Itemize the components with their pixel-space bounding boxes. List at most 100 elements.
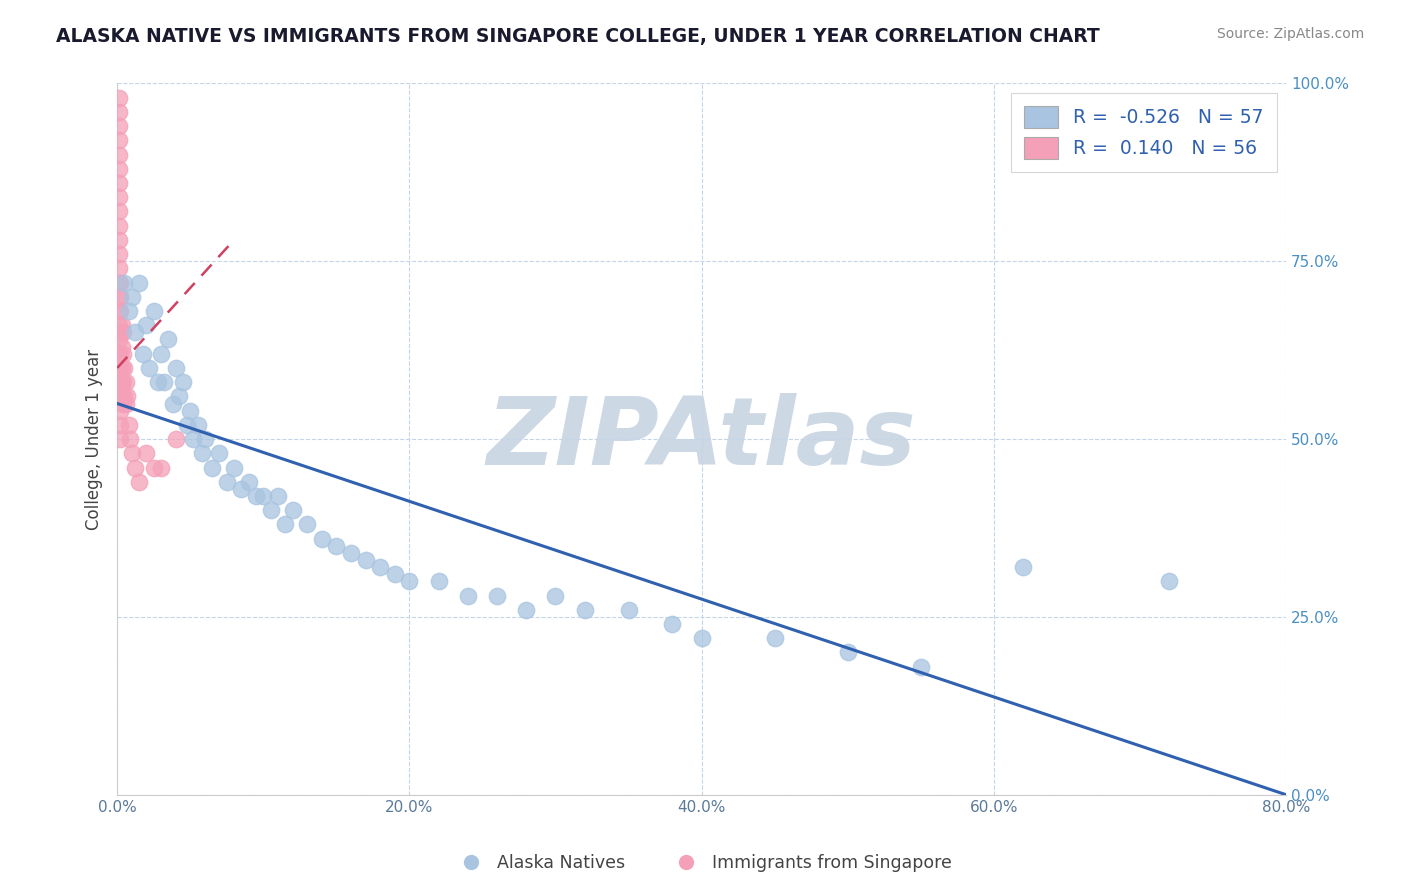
Point: [110, 360, 132, 375]
Point: [108, 276, 131, 290]
Point: [150, 347, 173, 361]
Point: [186, 417, 208, 432]
Point: [128, 475, 150, 489]
Point: [138, 360, 160, 375]
Point: [121, 290, 143, 304]
Point: [107, 119, 129, 133]
Legend: Alaska Natives, Immigrants from Singapore: Alaska Natives, Immigrants from Singapor…: [447, 847, 959, 879]
Point: [259, 503, 281, 517]
Text: Source: ZipAtlas.com: Source: ZipAtlas.com: [1216, 27, 1364, 41]
Point: [108, 417, 131, 432]
Point: [238, 475, 260, 489]
Point: [117, 389, 139, 403]
Point: [1012, 560, 1035, 574]
Point: [108, 403, 131, 417]
Point: [176, 417, 198, 432]
Point: [368, 560, 391, 574]
Y-axis label: College, Under 1 year: College, Under 1 year: [86, 349, 103, 530]
Point: [191, 446, 214, 460]
Point: [108, 290, 131, 304]
Point: [157, 333, 180, 347]
Point: [107, 90, 129, 104]
Point: [165, 360, 187, 375]
Point: [115, 375, 138, 389]
Point: [142, 304, 165, 318]
Point: [295, 517, 318, 532]
Point: [107, 247, 129, 261]
Point: [107, 176, 129, 190]
Point: [135, 318, 157, 333]
Point: [107, 261, 129, 276]
Point: [231, 482, 253, 496]
Point: [201, 460, 224, 475]
Point: [108, 375, 131, 389]
Point: [690, 631, 713, 645]
Point: [222, 460, 245, 475]
Point: [112, 326, 135, 340]
Point: [215, 475, 238, 489]
Point: [112, 347, 135, 361]
Point: [114, 389, 136, 403]
Point: [427, 574, 450, 589]
Point: [118, 417, 141, 432]
Point: [1157, 574, 1180, 589]
Text: ZIPAtlas: ZIPAtlas: [486, 393, 917, 485]
Point: [124, 460, 146, 475]
Point: [340, 546, 363, 560]
Point: [107, 233, 129, 247]
Point: [115, 396, 138, 410]
Point: [128, 276, 150, 290]
Point: [165, 432, 187, 446]
Point: [146, 375, 169, 389]
Point: [167, 389, 190, 403]
Point: [108, 326, 131, 340]
Point: [110, 389, 132, 403]
Point: [325, 539, 347, 553]
Point: [457, 589, 479, 603]
Point: [515, 603, 537, 617]
Point: [252, 489, 274, 503]
Point: [763, 631, 786, 645]
Point: [107, 304, 129, 318]
Point: [910, 659, 932, 673]
Point: [150, 460, 173, 475]
Point: [281, 503, 304, 517]
Point: [135, 446, 157, 460]
Point: [384, 567, 406, 582]
Point: [311, 532, 333, 546]
Point: [245, 489, 267, 503]
Point: [121, 446, 143, 460]
Point: [107, 204, 129, 219]
Point: [132, 347, 155, 361]
Legend: R =  -0.526   N = 57, R =  0.140   N = 56: R = -0.526 N = 57, R = 0.140 N = 56: [1011, 93, 1277, 172]
Point: [114, 360, 136, 375]
Point: [107, 133, 129, 147]
Point: [354, 553, 377, 567]
Point: [398, 574, 420, 589]
Point: [267, 489, 290, 503]
Point: [112, 375, 135, 389]
Point: [114, 276, 136, 290]
Point: [544, 589, 567, 603]
Point: [108, 347, 131, 361]
Point: [194, 432, 217, 446]
Point: [208, 446, 231, 460]
Point: [107, 389, 129, 403]
Point: [107, 318, 129, 333]
Point: [110, 375, 132, 389]
Point: [108, 389, 131, 403]
Point: [107, 104, 129, 119]
Point: [172, 375, 194, 389]
Point: [142, 460, 165, 475]
Point: [153, 375, 176, 389]
Point: [108, 432, 131, 446]
Point: [110, 318, 132, 333]
Point: [108, 304, 131, 318]
Point: [107, 360, 129, 375]
Point: [107, 276, 129, 290]
Point: [124, 326, 146, 340]
Point: [107, 375, 129, 389]
Point: [107, 333, 129, 347]
Point: [120, 432, 142, 446]
Point: [107, 190, 129, 204]
